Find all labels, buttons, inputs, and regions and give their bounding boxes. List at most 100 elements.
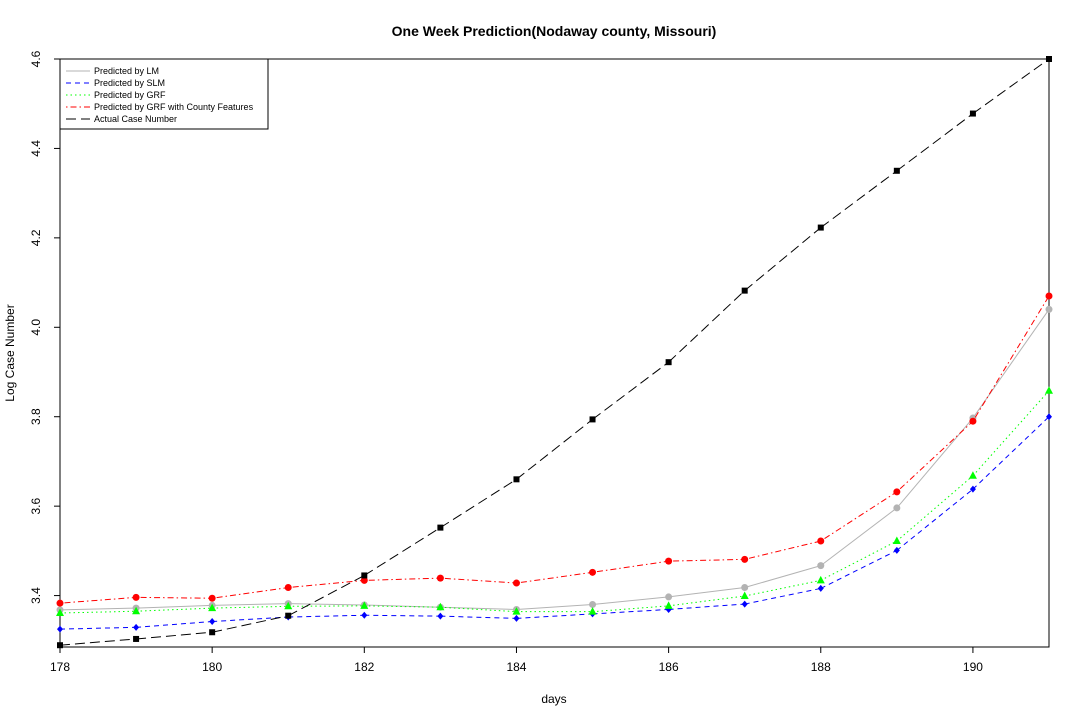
x-axis-label: days (541, 692, 566, 706)
y-tick-label: 3.6 (29, 497, 43, 514)
data-point (969, 110, 976, 117)
series-line-segment (972, 58, 1050, 114)
data-point (437, 524, 444, 531)
series-4 (57, 56, 1052, 649)
series-line-segment (59, 607, 137, 611)
series-line-segment (136, 596, 213, 599)
data-point (133, 623, 140, 631)
series-2 (56, 386, 1053, 617)
legend: Predicted by LM Predicted by SLM Predicted… (59, 58, 269, 130)
series-line-segment (820, 491, 898, 542)
series-line-segment (364, 527, 441, 576)
data-point (209, 618, 216, 626)
data-point (56, 599, 64, 607)
legend-label: Predicted by GRF with County Features (94, 102, 254, 112)
legend-box (59, 58, 269, 130)
data-point (817, 562, 825, 570)
series-line-segment (212, 605, 289, 609)
data-point (817, 224, 824, 231)
series-line-segment (972, 309, 1050, 419)
data-point (817, 584, 824, 592)
series-line-segment (287, 575, 365, 617)
data-point (1045, 386, 1053, 394)
series-line-segment (516, 604, 593, 610)
series-line-segment (516, 613, 593, 619)
data-point (817, 537, 825, 545)
series-line-segment (136, 604, 213, 609)
series-line-segment (820, 540, 898, 581)
series-line-segment (364, 577, 441, 581)
data-point (361, 611, 368, 619)
legend-label: Predicted by GRF (94, 90, 166, 100)
series-line-segment (516, 419, 593, 480)
data-point (969, 485, 976, 493)
data-point (360, 576, 368, 584)
data-point (665, 593, 673, 601)
data-point (132, 593, 140, 601)
x-tick-label: 180 (202, 660, 222, 674)
series-3 (56, 292, 1053, 607)
y-tick-label: 3.8 (29, 408, 43, 425)
data-point (512, 607, 521, 615)
data-point (513, 476, 520, 483)
y-tick-label: 4.0 (29, 319, 43, 336)
series-line-segment (668, 587, 745, 598)
series-line-segment (668, 595, 745, 607)
data-point (284, 584, 292, 592)
series-line-segment (440, 606, 517, 613)
series-line-segment (440, 478, 517, 529)
y-tick-label: 4.2 (29, 229, 43, 246)
series-line-segment (59, 638, 137, 646)
series-line-segment (136, 631, 213, 640)
series-line-segment (288, 579, 365, 589)
series-line-segment (972, 295, 1050, 422)
data-point (285, 612, 292, 619)
series-line-segment (820, 507, 898, 567)
series-line-segment (59, 610, 137, 614)
data-point (741, 600, 748, 608)
data-point (741, 584, 749, 592)
series-line-segment (896, 420, 974, 493)
data-point (361, 572, 368, 579)
data-point (588, 607, 597, 615)
plot-area (56, 56, 1053, 649)
series-line-segment (440, 577, 517, 584)
series-line-segment (744, 540, 821, 560)
series-line-segment (896, 488, 974, 551)
series-line-segment (136, 621, 213, 628)
data-point (969, 417, 977, 425)
data-point (741, 287, 748, 294)
series-line-segment (212, 616, 289, 623)
series-line-segment (592, 596, 669, 606)
series-line-segment (212, 615, 289, 633)
x-tick-label: 190 (963, 660, 983, 674)
data-point (589, 416, 596, 423)
series-line-segment (744, 227, 822, 292)
series-line-segment (820, 549, 898, 589)
data-point (436, 602, 445, 611)
series-line-segment (288, 603, 365, 606)
series-line-segment (592, 608, 669, 615)
data-point (1046, 56, 1052, 62)
plot-frame (59, 58, 1050, 648)
data-point (893, 488, 901, 496)
data-point (665, 359, 672, 366)
series-line-segment (136, 607, 213, 612)
series-1 (57, 413, 1052, 633)
series-line-segment (668, 603, 745, 610)
data-point (589, 601, 597, 609)
data-point (513, 614, 520, 622)
data-point (284, 601, 293, 610)
legend-label: Predicted by SLM (94, 78, 165, 88)
y-tick-label: 4.4 (29, 140, 43, 157)
data-point (893, 504, 901, 512)
data-point (209, 629, 216, 636)
series-line-segment (212, 603, 289, 606)
data-point (437, 612, 444, 620)
data-point (57, 625, 63, 633)
y-axis-label: Log Case Number (3, 304, 17, 401)
series-line-segment (440, 606, 517, 610)
y-tick-label: 4.6 (29, 50, 43, 67)
series-line-segment (364, 604, 441, 608)
